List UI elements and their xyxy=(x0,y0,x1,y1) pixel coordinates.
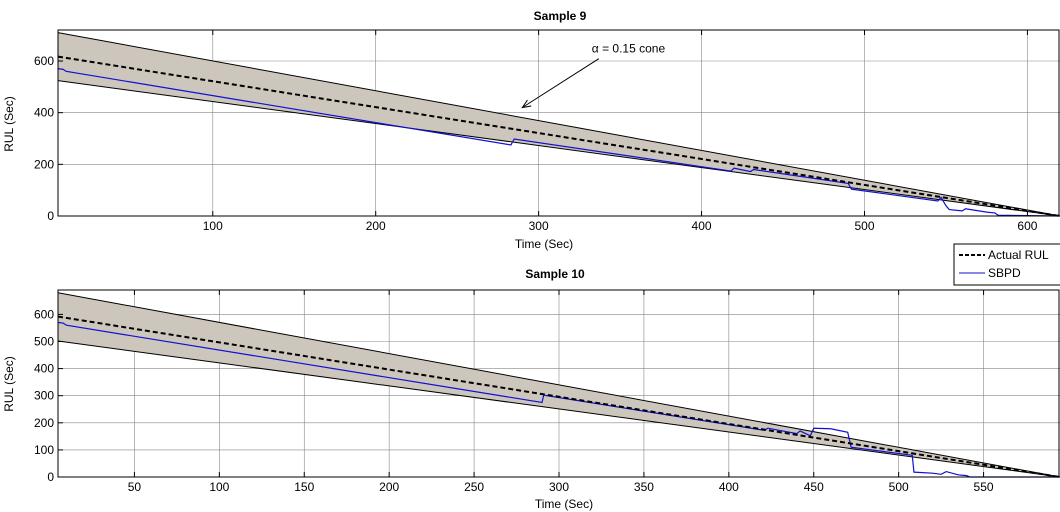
x-tick-label: 300 xyxy=(549,480,569,494)
chart-title: Sample 10 xyxy=(525,267,585,281)
tick-labels: 50 100 150 200 250 300 350 400 450 500 550 0 100 200 3… xyxy=(34,290,994,494)
series-line-actual-rul xyxy=(57,55,1060,217)
y-tick-label: 300 xyxy=(34,389,54,403)
legend-label-sbpd: SBPD xyxy=(988,266,1021,280)
cone-lower-bound xyxy=(57,340,1060,478)
plot-frame xyxy=(57,29,1060,217)
x-tick-label: 450 xyxy=(804,480,824,494)
y-tick-label: 500 xyxy=(34,334,54,348)
chart-title: Sample 9 xyxy=(534,9,587,23)
x-tick-label: 400 xyxy=(719,480,739,494)
series-group xyxy=(57,55,1060,217)
x-tick-label: 500 xyxy=(854,219,874,233)
x-tick-label: 200 xyxy=(366,219,386,233)
y-tick-label: 0 xyxy=(47,209,54,223)
legend-box xyxy=(953,243,1060,286)
x-tick-label: 300 xyxy=(529,219,549,233)
cone-upper-bound xyxy=(57,292,1060,478)
series-line-actual-rul xyxy=(57,315,1060,478)
legend: Actual RUL SBPD xyxy=(953,243,1060,286)
y-tick-label: 200 xyxy=(34,157,54,171)
cone-annotation-label: α = 0.15 cone xyxy=(592,42,666,56)
x-tick-label: 200 xyxy=(379,480,399,494)
x-axis-label: Time (Sec) xyxy=(515,237,573,251)
x-tick-label: 400 xyxy=(692,219,712,233)
x-tick-label: 150 xyxy=(294,480,314,494)
y-tick-label: 600 xyxy=(34,307,54,321)
series-line-sbpd xyxy=(57,321,1060,478)
y-tick-label: 400 xyxy=(34,362,54,376)
x-tick-label: 250 xyxy=(464,480,484,494)
cone-annotation: α = 0.15 cone xyxy=(521,42,666,109)
chart-sample-9: Sample 9 100 200 300 400 500 600 0 200 400 600 α … xyxy=(2,9,1060,251)
y-tick-label: 100 xyxy=(34,443,54,457)
x-tick-label: 50 xyxy=(128,480,142,494)
cone-upper-bound xyxy=(57,32,1060,217)
y-axis-label: RUL (Sec) xyxy=(2,356,16,412)
y-tick-label: 400 xyxy=(34,106,54,120)
y-tick-label: 0 xyxy=(47,470,54,484)
x-axis-label: Time (Sec) xyxy=(535,497,593,511)
chart-sample-10: Sample 10 50 100 150 200 250 300 350 400 450 500 5… xyxy=(2,267,1060,511)
annotation-arrow-shaft xyxy=(522,58,600,108)
x-tick-label: 550 xyxy=(974,480,994,494)
y-tick-label: 600 xyxy=(34,54,54,68)
alpha-cone xyxy=(57,292,1060,478)
x-tick-label: 100 xyxy=(203,219,223,233)
y-tick-label: 200 xyxy=(34,416,54,430)
annotation-arrow-head xyxy=(521,99,532,109)
series-group xyxy=(57,315,1060,478)
plot-frame xyxy=(57,289,1060,478)
series-line-sbpd xyxy=(57,68,1060,217)
x-tick-label: 350 xyxy=(634,480,654,494)
alpha-cone xyxy=(57,32,1060,217)
cone-lower-bound xyxy=(57,80,1060,217)
x-tick-label: 100 xyxy=(209,480,229,494)
tick-labels: 100 200 300 400 500 600 0 200 400 600 xyxy=(34,30,1038,233)
x-tick-label: 500 xyxy=(889,480,909,494)
y-axis-label: RUL (Sec) xyxy=(2,96,16,152)
x-tick-label: 600 xyxy=(1017,219,1037,233)
legend-label-actual: Actual RUL xyxy=(988,248,1049,262)
